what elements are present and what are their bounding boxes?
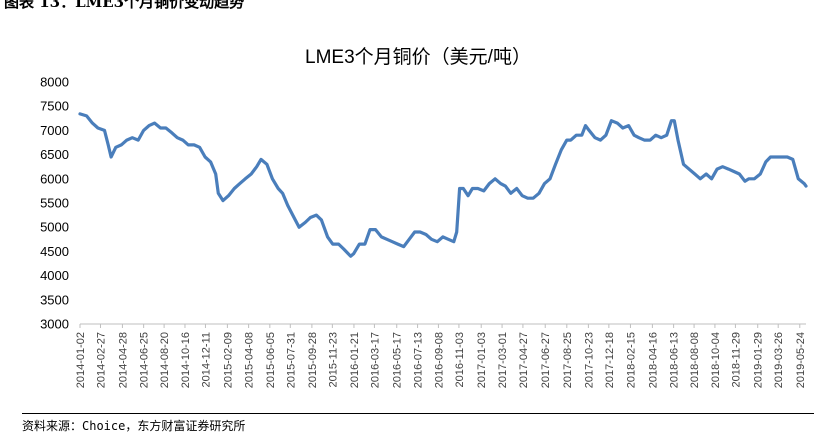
y-tick-label: 5000 [40, 220, 69, 235]
x-tick-label: 2019-03-26 [773, 332, 785, 388]
chart-title: LME3个月铜价（美元/吨） [305, 46, 531, 68]
x-axis: 2014-01-02 2014-02-27 2014-04-28 2014-06-25… [75, 323, 807, 388]
x-tick-label: 2016-05-17 [392, 332, 404, 388]
x-tick-label: 2017-10-23 [583, 332, 595, 388]
x-tick-label: 2016-03-17 [369, 332, 381, 388]
x-tick-label: 2015-06-05 [265, 332, 277, 388]
x-tick-label: 2019-05-24 [795, 332, 807, 388]
y-tick-label: 3000 [40, 317, 69, 332]
x-tick-label: 2014-01-02 [75, 332, 87, 388]
x-tick-label: 2017-06-27 [540, 332, 552, 388]
x-tick-label: 2018-11-29 [730, 332, 742, 387]
x-tick-label: 2014-02-27 [95, 332, 107, 388]
x-tick-label: 2018-04-16 [647, 332, 659, 388]
x-tick-label: 2018-06-13 [669, 332, 681, 388]
x-tick-label: 2017-08-25 [562, 332, 574, 388]
figure-title: 图表 13：LME3个月铜价变动趋势 [4, 0, 245, 11]
x-tick-label: 2014-08-20 [159, 332, 171, 388]
line-chart: LME3个月铜价（美元/吨） 3000 3500 4000 4500 5000 5500 6… [40, 46, 808, 388]
x-tick-label: 2015-02-09 [222, 332, 234, 388]
x-tick-label: 2017-04-27 [518, 332, 530, 388]
x-tick-label: 2015-04-08 [244, 332, 256, 388]
x-tick-label: 2014-06-25 [139, 332, 151, 388]
x-tick-label: 2015-09-28 [307, 332, 319, 388]
x-tick-label: 2015-11-23 [327, 332, 339, 387]
x-tick-label: 2016-01-21 [349, 332, 361, 388]
x-tick-label: 2017-01-03 [476, 332, 488, 388]
y-tick-label: 8000 [40, 75, 69, 90]
x-tick-label: 2018-02-15 [625, 332, 637, 388]
x-tick-label: 2017-03-01 [497, 332, 509, 388]
y-tick-label: 5500 [40, 196, 69, 211]
x-tick-label: 2019-01-29 [753, 332, 765, 388]
x-tick-label: 2016-11-03 [454, 332, 466, 387]
x-tick-label: 2018-10-04 [710, 332, 722, 388]
x-tick-label: 2016-07-13 [413, 332, 425, 388]
x-tick-label: 2018-08-08 [689, 332, 701, 388]
y-tick-label: 3500 [40, 292, 69, 307]
y-tick-label: 7000 [40, 123, 69, 138]
y-axis: 3000 3500 4000 4500 5000 5500 6000 6500 7000 7500… [40, 75, 69, 332]
x-tick-label: 2014-04-28 [117, 332, 129, 388]
y-tick-label: 4000 [40, 268, 69, 283]
x-tick-label: 2017-12-18 [604, 332, 616, 388]
y-tick-label: 6000 [40, 171, 69, 186]
x-tick-label: 2016-09-08 [433, 332, 445, 388]
source-note: 资料来源：Choice，东方财富证券研究所 [22, 419, 246, 433]
x-tick-label: 2014-12-11 [200, 332, 212, 387]
chart-container: LME3个月铜价（美元/吨） 3000 3500 4000 4500 5000 5500 6… [0, 18, 836, 414]
y-tick-label: 7500 [40, 99, 69, 114]
series-line [78, 112, 808, 258]
x-tick-label: 2015-07-31 [285, 332, 297, 388]
x-tick-label: 2014-10-16 [180, 332, 192, 388]
y-tick-label: 6500 [40, 147, 69, 162]
divider-line [22, 413, 814, 414]
y-tick-label: 4500 [40, 244, 69, 259]
